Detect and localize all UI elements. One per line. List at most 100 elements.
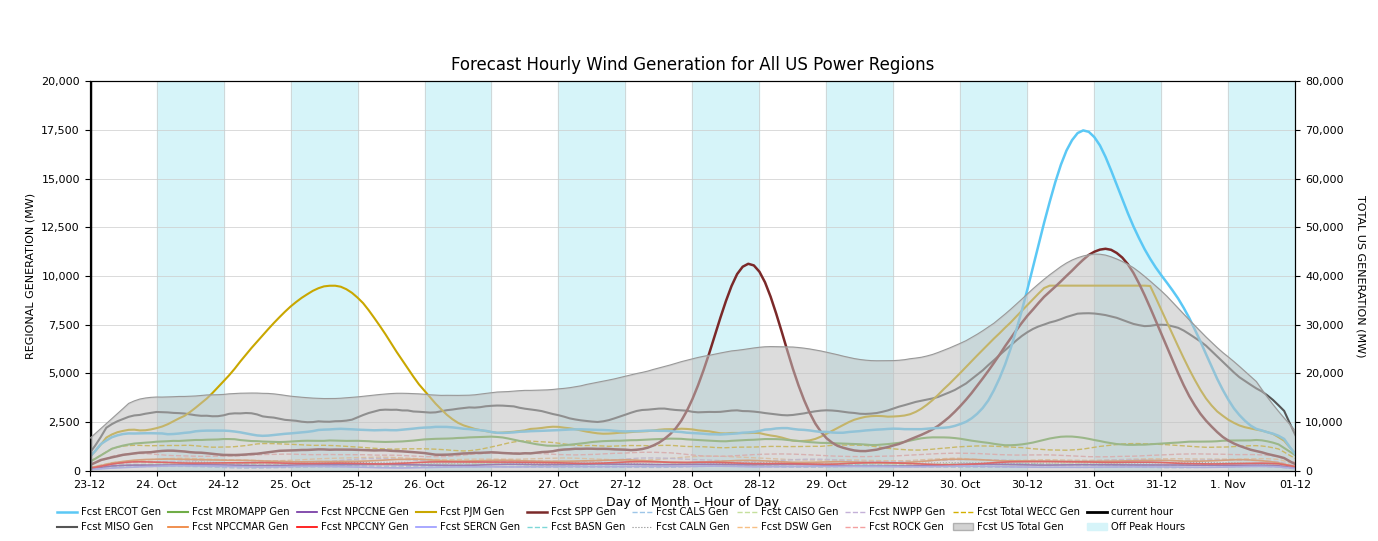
Fcst SPP Gen xyxy=(444,451,460,458)
Fcst NPCCNE Gen xyxy=(438,462,455,469)
Line: Fcst SPP Gen: Fcst SPP Gen xyxy=(90,249,1295,465)
Fcst NPCCNE Gen xyxy=(495,461,511,467)
Bar xyxy=(693,81,759,471)
Fcst ERCOT Gen xyxy=(81,454,98,460)
Fcst ERCOT Gen xyxy=(422,424,438,431)
Fcst PJM Gen xyxy=(349,294,365,301)
Fcst NPCCNE Gen xyxy=(422,462,438,469)
Fcst BASN Gen xyxy=(1020,460,1036,467)
Fcst NWPP Gen xyxy=(1287,463,1304,469)
Fcst NPCCNY Gen xyxy=(444,459,460,465)
Line: Fcst NPCCMAR Gen: Fcst NPCCMAR Gen xyxy=(90,459,1295,468)
Line: Fcst ERCOT Gen: Fcst ERCOT Gen xyxy=(90,130,1295,457)
Fcst ERCOT Gen xyxy=(1086,134,1102,140)
Line: Fcst ROCK Gen: Fcst ROCK Gen xyxy=(90,452,1295,465)
Line: Fcst CAISO Gen: Fcst CAISO Gen xyxy=(90,463,1295,469)
Fcst MROMAPP Gen xyxy=(81,459,98,465)
Fcst ERCOT Gen xyxy=(1075,127,1091,134)
Fcst NPCCMAR Gen xyxy=(81,465,98,471)
X-axis label: Day of Month – Hour of Day: Day of Month – Hour of Day xyxy=(606,496,779,509)
Title: Forecast Hourly Wind Generation for All US Power Regions: Forecast Hourly Wind Generation for All … xyxy=(451,56,934,74)
Fcst MROMAPP Gen xyxy=(495,434,511,441)
Fcst SERCN Gen xyxy=(1287,465,1304,472)
Fcst NWPP Gen xyxy=(422,458,438,464)
Line: Fcst MROMAPP Gen: Fcst MROMAPP Gen xyxy=(90,437,1295,462)
Fcst SPP Gen xyxy=(1080,252,1097,258)
Fcst NPCCMAR Gen xyxy=(444,458,460,464)
Fcst BASN Gen xyxy=(444,461,460,468)
Fcst MROMAPP Gen xyxy=(438,436,455,442)
Fcst DSW Gen xyxy=(444,457,460,463)
Fcst MROMAPP Gen xyxy=(349,438,365,444)
Fcst SERCN Gen xyxy=(354,464,371,471)
Fcst MISO Gen xyxy=(1287,432,1304,438)
Fcst NPCCNY Gen xyxy=(422,459,438,465)
Fcst NPCCMAR Gen xyxy=(1086,458,1102,464)
Fcst CALN Gen xyxy=(444,460,460,466)
Fcst NWPP Gen xyxy=(645,454,661,461)
Fcst SERCN Gen xyxy=(81,466,98,473)
Fcst ERCOT Gen xyxy=(444,424,460,431)
Fcst MISO Gen xyxy=(495,403,511,409)
Fcst MROMAPP Gen xyxy=(1058,433,1075,440)
Fcst PJM Gen xyxy=(1086,282,1102,289)
Fcst PJM Gen xyxy=(422,394,438,400)
Fcst MROMAPP Gen xyxy=(444,435,460,441)
Fcst DSW Gen xyxy=(81,464,98,471)
Fcst SPP Gen xyxy=(495,450,511,456)
Fcst CALN Gen xyxy=(449,460,466,466)
Line: Fcst NPCCNE Gen: Fcst NPCCNE Gen xyxy=(90,464,1295,469)
Fcst NPCCNY Gen xyxy=(1086,459,1102,465)
Fcst CALS Gen xyxy=(444,464,460,470)
Fcst Total WECC Gen xyxy=(1287,455,1304,461)
Fcst CAISO Gen xyxy=(1086,461,1102,467)
Fcst ROCK Gen xyxy=(495,450,511,456)
Fcst ERCOT Gen xyxy=(349,426,365,433)
Fcst PJM Gen xyxy=(495,430,511,436)
Line: Fcst CALN Gen: Fcst CALN Gen xyxy=(90,462,1295,467)
Fcst BASN Gen xyxy=(349,462,365,469)
Fcst NPCCNY Gen xyxy=(1036,458,1053,465)
Legend: Fcst ERCOT Gen, Fcst MISO Gen, Fcst MROMAPP Gen, Fcst NPCCMAR Gen, Fcst NPCCNE G: Fcst ERCOT Gen, Fcst MISO Gen, Fcst MROM… xyxy=(54,503,1189,536)
Fcst MISO Gen xyxy=(438,407,455,413)
Fcst CAISO Gen xyxy=(495,461,511,467)
Fcst Total WECC Gen xyxy=(422,446,438,452)
Fcst MISO Gen xyxy=(1086,311,1102,317)
Fcst CALS Gen xyxy=(349,464,365,470)
Fcst CAISO Gen xyxy=(852,460,868,466)
Fcst CALS Gen xyxy=(1086,464,1102,471)
Fcst NPCCMAR Gen xyxy=(449,458,466,464)
Bar xyxy=(558,81,626,471)
Fcst MROMAPP Gen xyxy=(422,436,438,443)
Y-axis label: REGIONAL GENERATION (MW): REGIONAL GENERATION (MW) xyxy=(26,193,36,359)
Fcst MISO Gen xyxy=(444,406,460,413)
Fcst NPCCMAR Gen xyxy=(160,456,176,462)
Bar xyxy=(424,81,492,471)
Line: Fcst CALS Gen: Fcst CALS Gen xyxy=(90,466,1295,470)
Fcst NPCCMAR Gen xyxy=(500,457,517,464)
Fcst SERCN Gen xyxy=(444,464,460,470)
Y-axis label: TOTAL US GENERATION (MW): TOTAL US GENERATION (MW) xyxy=(1356,195,1366,357)
Fcst BASN Gen xyxy=(1086,462,1102,469)
Fcst BASN Gen xyxy=(422,461,438,468)
Fcst ROCK Gen xyxy=(444,453,460,459)
Fcst SPP Gen xyxy=(422,451,438,457)
Fcst ROCK Gen xyxy=(1086,453,1102,460)
Line: Fcst SERCN Gen: Fcst SERCN Gen xyxy=(90,466,1295,470)
Fcst SERCN Gen xyxy=(500,464,517,470)
Fcst ROCK Gen xyxy=(1287,459,1304,466)
Fcst PJM Gen xyxy=(438,412,455,418)
Fcst NWPP Gen xyxy=(444,458,460,465)
Fcst NWPP Gen xyxy=(349,456,365,463)
Fcst MROMAPP Gen xyxy=(1287,452,1304,458)
Fcst SPP Gen xyxy=(349,447,365,453)
Line: Fcst NPCCNY Gen: Fcst NPCCNY Gen xyxy=(90,461,1295,469)
Fcst Total WECC Gen xyxy=(438,447,455,453)
Fcst ERCOT Gen xyxy=(438,424,455,430)
Fcst ERCOT Gen xyxy=(1287,451,1304,457)
Fcst Total WECC Gen xyxy=(349,444,365,450)
Fcst CALS Gen xyxy=(422,463,438,470)
Fcst CALN Gen xyxy=(125,459,142,465)
Fcst PJM Gen xyxy=(1287,450,1304,457)
Fcst NWPP Gen xyxy=(495,458,511,465)
